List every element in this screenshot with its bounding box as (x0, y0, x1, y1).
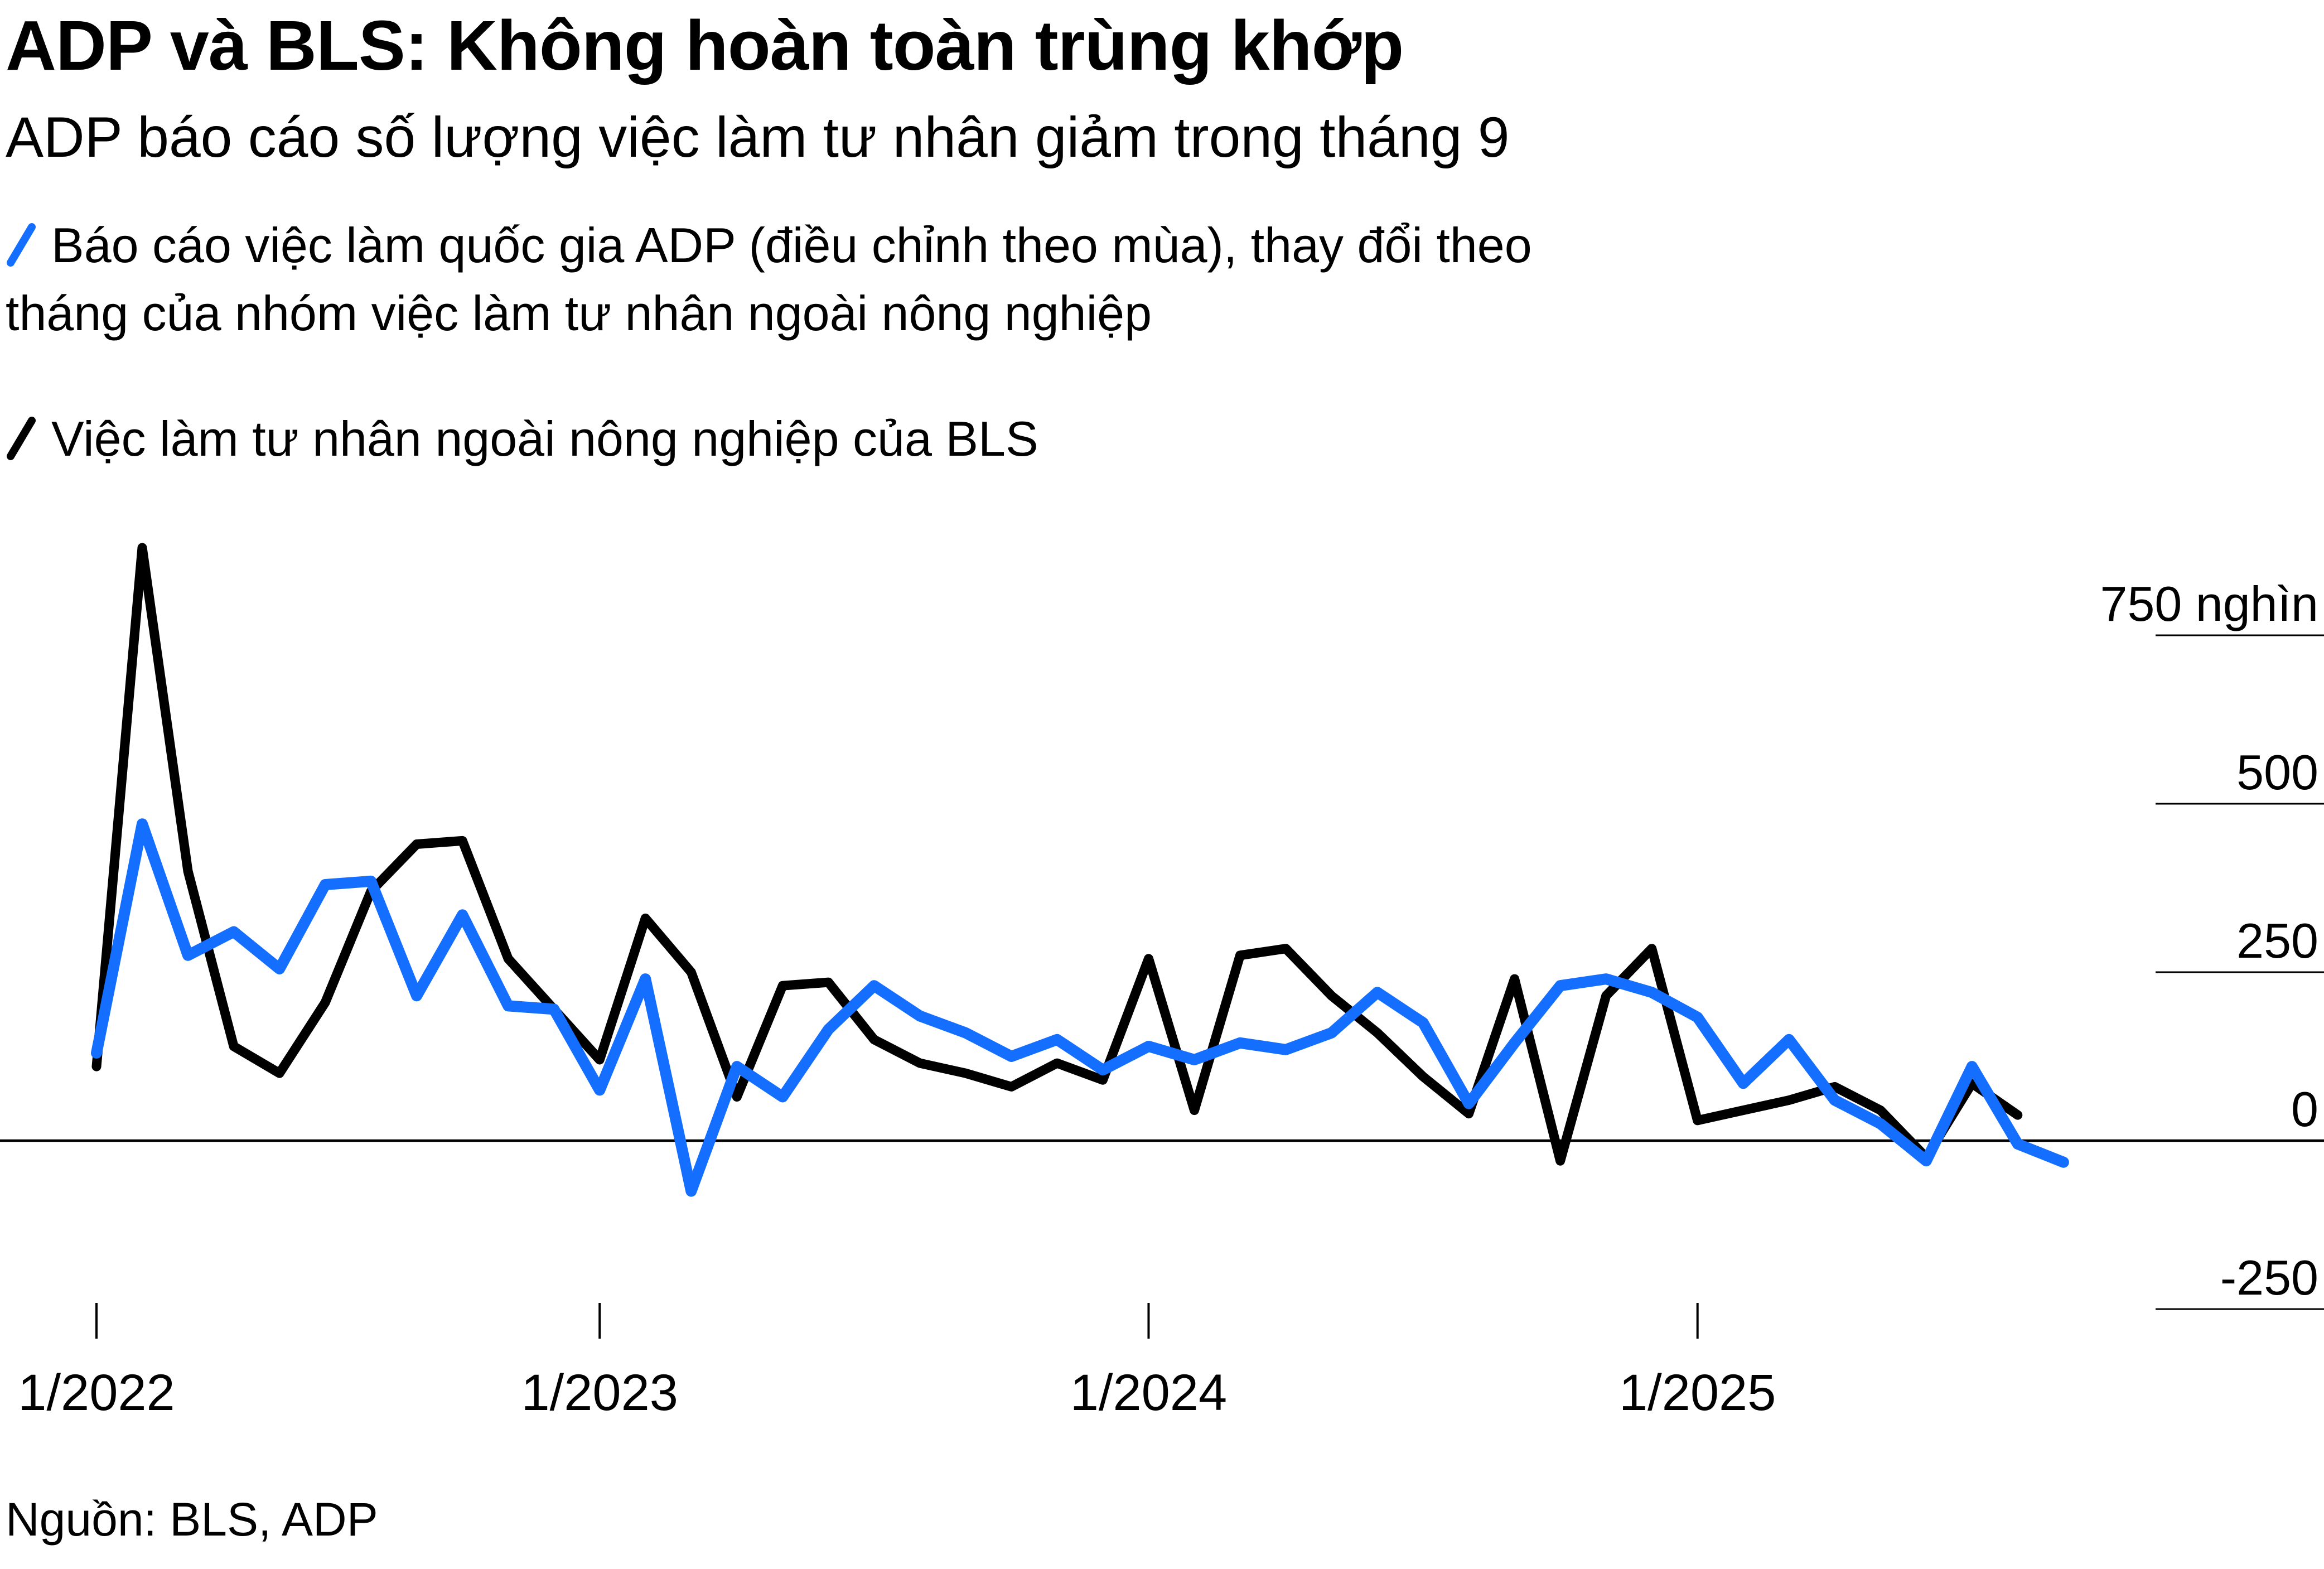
x-tick-label: 1/2025 (1619, 1364, 1776, 1421)
legend-item-bls: Việc làm tư nhân ngoài nông nghiệp của B… (6, 405, 1668, 472)
legend-label-adp: Báo cáo việc làm quốc gia ADP (điều chỉn… (6, 218, 1532, 341)
y-tick-label: 0 (2291, 1082, 2318, 1137)
slash-icon (7, 417, 36, 461)
legend-item-adp: Báo cáo việc làm quốc gia ADP (điều chỉn… (6, 211, 1668, 347)
chart-series (91, 543, 2069, 1197)
x-tick-label: 1/2023 (521, 1364, 678, 1421)
chart-subtitle: ADP báo cáo số lượng việc làm tư nhân gi… (6, 105, 1510, 170)
chart-title: ADP và BLS: Không hoàn toàn trùng khớp (6, 6, 1404, 85)
chart-header: ADP và BLS: Không hoàn toàn trùng khớp A… (6, 6, 1846, 473)
source-note: Nguồn: BLS, ADP (6, 1493, 378, 1546)
bls-legend-slash (7, 417, 36, 461)
y-tick-label: 250 (2236, 913, 2318, 968)
y-tick-label: 750 nghìn (2100, 576, 2319, 631)
y-tick-label: 500 (2236, 745, 2318, 800)
chart-legend: Báo cáo việc làm quốc gia ADP (điều chỉn… (6, 211, 1846, 472)
slash-icon (7, 223, 36, 267)
adp-line (91, 818, 2069, 1197)
y-tick-label: -250 (2220, 1250, 2318, 1305)
x-axis: 1/2022 1/2023 1/2024 1/2025 (18, 1303, 1776, 1421)
x-tick-label: 1/2024 (1070, 1364, 1227, 1421)
adp-legend-slash (7, 223, 36, 267)
x-tick-label: 1/2022 (18, 1364, 175, 1421)
bls-line (91, 543, 2023, 1166)
legend-label-bls: Việc làm tư nhân ngoài nông nghiệp của B… (51, 411, 1038, 467)
